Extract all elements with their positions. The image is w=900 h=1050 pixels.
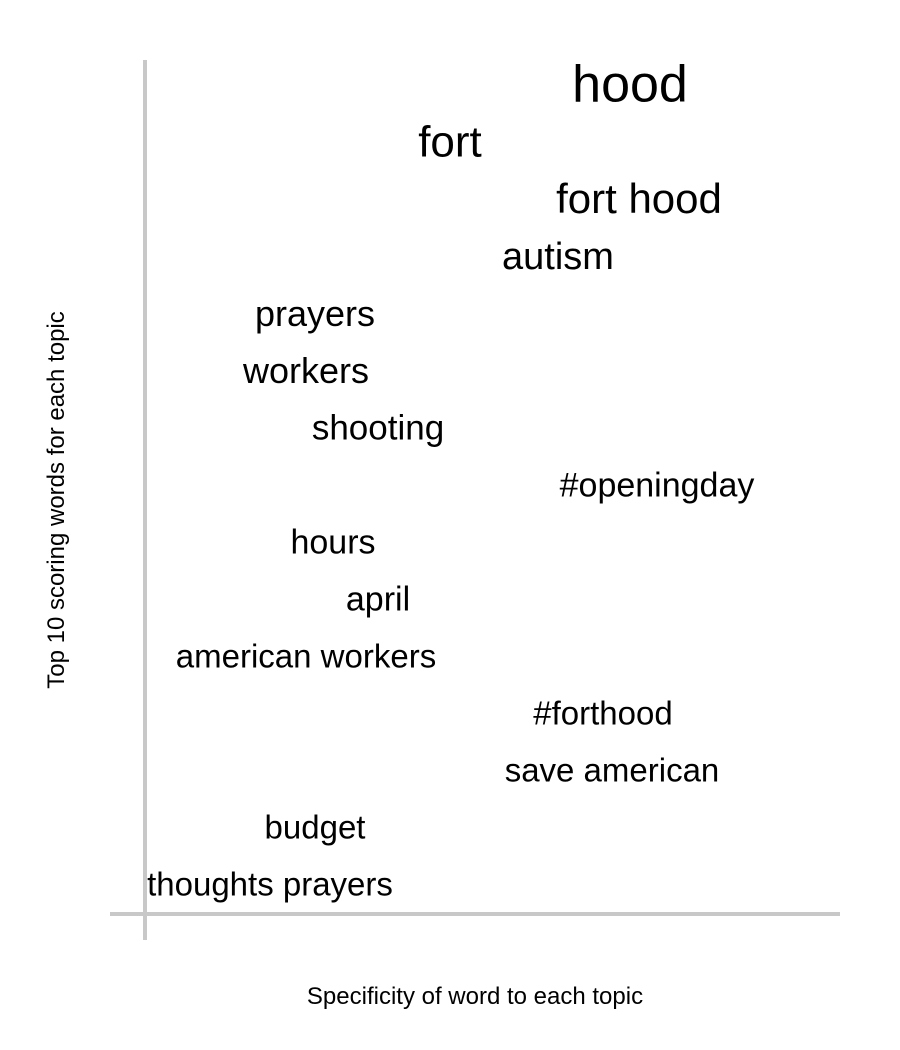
- word-label: workers: [242, 350, 369, 391]
- word-labels: hood fort fort hood autism prayers workers sho…: [147, 56, 754, 903]
- word-label: #forthood: [533, 695, 672, 732]
- word-label: save american: [505, 752, 720, 789]
- word-label: hours: [290, 524, 375, 562]
- word-label: thoughts prayers: [147, 866, 393, 903]
- word-label: april: [346, 581, 410, 619]
- word-label: shooting: [312, 409, 444, 448]
- word-label: fort: [418, 118, 482, 167]
- word-label: fort hood: [556, 175, 722, 222]
- word-label: #openingday: [560, 466, 755, 504]
- x-axis-label: Specificity of word to each topic: [307, 983, 643, 1010]
- word-label: autism: [502, 236, 614, 278]
- word-label: hood: [572, 56, 688, 114]
- word-label: prayers: [255, 293, 375, 334]
- word-label: budget: [265, 809, 366, 846]
- y-axis-label: Top 10 scoring words for each topic: [43, 311, 70, 689]
- word-label: american workers: [176, 637, 436, 674]
